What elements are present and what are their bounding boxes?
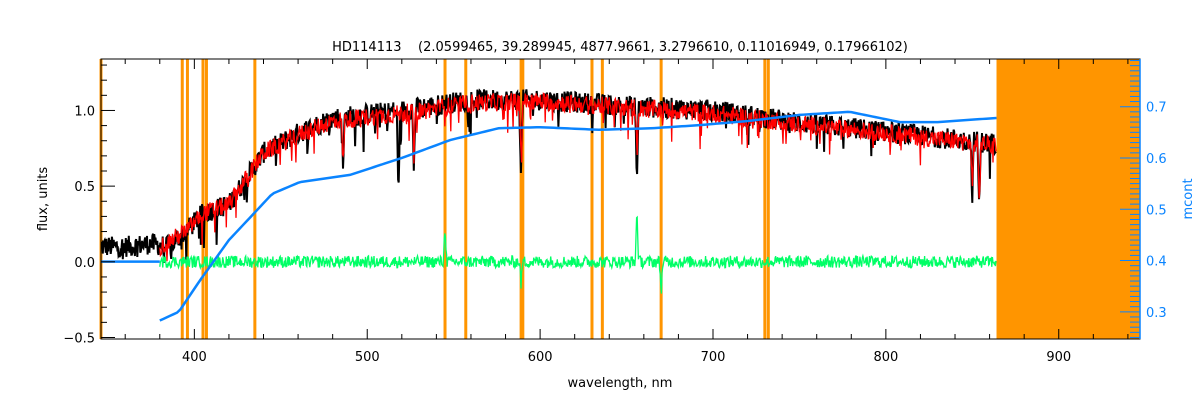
masked-line — [519, 59, 523, 339]
masked-regions — [99, 59, 1140, 339]
y-tick-label: −0.5 — [63, 331, 95, 346]
y-tick-label: 0.0 — [74, 256, 95, 271]
masked-line — [180, 59, 184, 339]
y2-tick-label: 0.4 — [1146, 255, 1167, 270]
masked-line — [763, 59, 767, 339]
masked-line — [204, 59, 208, 339]
masked-band — [996, 59, 1140, 339]
masked-line — [521, 59, 525, 339]
y2-tick-label: 0.6 — [1146, 152, 1167, 167]
masked-line — [659, 59, 663, 339]
series-model — [159, 92, 997, 262]
masked-line — [185, 59, 189, 339]
x-tick-label: 700 — [701, 350, 726, 365]
y2-tick-label: 0.5 — [1146, 203, 1167, 218]
y2-tick-label: 0.7 — [1146, 101, 1167, 116]
series-group — [100, 88, 997, 322]
x-tick-label: 600 — [528, 350, 553, 365]
masked-line — [253, 59, 257, 339]
x-tick-label: 900 — [1046, 350, 1071, 365]
y-tick-label: 1.0 — [74, 104, 95, 119]
masked-line — [464, 59, 468, 339]
axes-group: 400 500 600 700 800 900 −0.5 0.0 0.5 1.0 0.3 0.4 0.5… — [63, 59, 1167, 365]
y2-tick-label: 0.3 — [1146, 306, 1167, 321]
x-axis-label: wavelength, nm — [568, 376, 673, 391]
masked-line — [590, 59, 594, 339]
y-axis-label: flux, units — [36, 167, 51, 232]
masked-line — [443, 59, 447, 339]
masked-line — [201, 59, 205, 339]
masked-line — [600, 59, 604, 339]
chart-title: HD114113 (2.0599465, 39.289945, 4877.966… — [332, 40, 908, 55]
series-mcont — [159, 110, 997, 322]
x-tick-label: 500 — [355, 350, 380, 365]
y-tick-label: 0.5 — [74, 180, 95, 195]
y2-axis-label: mcont — [1181, 178, 1196, 219]
series-residuals — [159, 215, 997, 294]
masked-line — [766, 59, 770, 339]
x-tick-label: 800 — [873, 350, 898, 365]
x-tick-label: 400 — [182, 350, 207, 365]
